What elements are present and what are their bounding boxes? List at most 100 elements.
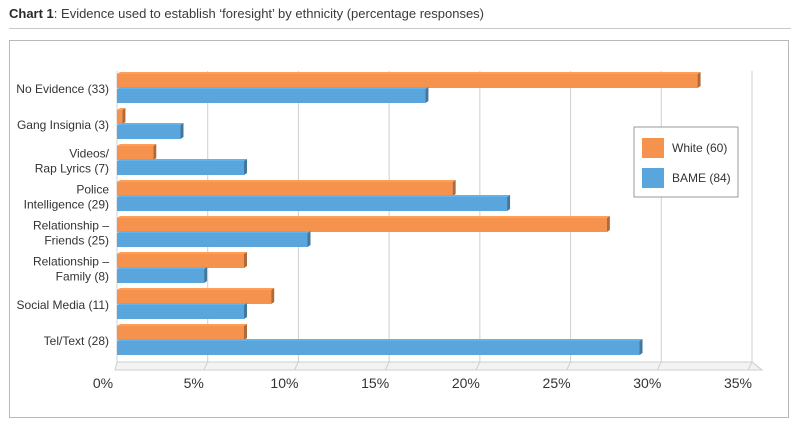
floor-line-25: [566, 361, 572, 371]
floor-line-20: [475, 361, 481, 371]
category-label: Tel/Text (28): [44, 334, 109, 348]
chart-floor: [114, 361, 764, 371]
bar-white-top: [117, 108, 126, 110]
chart-frame: [9, 40, 789, 418]
bar-bame-face: [117, 305, 244, 319]
legend-label-white: White (60): [672, 141, 727, 155]
bar-bame-side: [244, 303, 247, 319]
floor-line-35: [747, 361, 753, 371]
bar-white-side: [244, 324, 247, 340]
x-tick-label: 10%: [270, 375, 298, 391]
bar-bame: [117, 87, 429, 103]
bar-white: [117, 216, 610, 232]
bar-bame: [117, 123, 184, 139]
bar-white-side: [606, 216, 610, 232]
bar-white-face: [117, 74, 698, 88]
bar-white-side: [697, 72, 701, 88]
bar-white-top: [117, 216, 610, 218]
x-tick-label: 15%: [361, 375, 389, 391]
legend-swatch-bame: [642, 168, 664, 188]
title-divider: [9, 28, 791, 29]
bar-bame-top: [117, 231, 311, 233]
bar-white-face: [117, 182, 453, 196]
x-tick-label: 20%: [452, 375, 480, 391]
category-label: Relationship –: [33, 219, 109, 233]
chart-title-text: : Evidence used to establish ‘foresight’…: [53, 6, 484, 21]
bar-white: [117, 324, 247, 340]
floor-line-30: [656, 361, 662, 371]
legend: White (60) BAME (84): [633, 126, 739, 198]
back-wall-edge: [751, 71, 763, 371]
bar-white-face: [117, 146, 154, 160]
bar-bame-side: [639, 339, 643, 355]
x-tick-label: 25%: [543, 375, 571, 391]
bar-bame-side: [204, 267, 208, 283]
category-label: Social Media (11): [17, 298, 109, 312]
category-label: Police: [76, 183, 109, 197]
bar-bame-side: [180, 123, 184, 139]
bar-bame-top: [117, 159, 247, 161]
x-tick-label: 0%: [93, 375, 113, 391]
bar-bame-face: [117, 89, 426, 103]
bar-white-top: [117, 252, 247, 254]
legend-label-bame: BAME (84): [672, 171, 731, 185]
bar-bame: [117, 339, 643, 355]
bar-white: [117, 144, 157, 160]
bar-bame: [117, 195, 511, 211]
bar-bame-top: [117, 339, 643, 341]
bar-white-top: [117, 72, 701, 74]
bar-white-face: [117, 290, 272, 304]
bar-bame-side: [307, 231, 311, 247]
bar-bame-top: [117, 303, 247, 305]
bar-bame-top: [117, 195, 511, 197]
bar-bame: [117, 231, 311, 247]
chart-title: Chart 1: Evidence used to establish ‘for…: [9, 6, 484, 21]
bar-white-top: [117, 180, 456, 182]
bar-bame-top: [117, 267, 208, 269]
bar-white-face: [117, 218, 607, 232]
category-label: Relationship –: [33, 255, 109, 269]
chart-title-bold: Chart 1: [9, 6, 54, 21]
bar-white: [117, 288, 275, 304]
bar-bame: [117, 159, 247, 175]
bar-bame-face: [117, 161, 244, 175]
floor-line-15: [384, 361, 390, 371]
bar-white-top: [117, 324, 247, 326]
bar-white: [117, 180, 456, 196]
bar-bame-side: [244, 159, 247, 175]
category-label: Family (8): [56, 270, 109, 284]
category-label: Rap Lyrics (7): [35, 162, 109, 176]
bar-bame-top: [117, 123, 184, 125]
bar-white: [117, 108, 126, 124]
bar-bame-face: [117, 341, 640, 355]
x-tick-label: 35%: [724, 375, 752, 391]
bar-bame-top: [117, 87, 429, 89]
bar-bame: [117, 267, 208, 283]
bar-bame-face: [117, 233, 308, 247]
bar-bame: [117, 303, 247, 319]
x-tick-label: 5%: [184, 375, 204, 391]
bar-white-top: [117, 144, 157, 146]
bar-white-side: [122, 108, 126, 124]
x-tick-label: 30%: [633, 375, 661, 391]
bar-white-face: [117, 110, 123, 124]
floor-line-10: [293, 361, 299, 371]
bar-white-face: [117, 326, 244, 340]
category-label: Gang Insignia (3): [17, 118, 109, 132]
category-label: Intelligence (29): [24, 198, 109, 212]
bar-bame-face: [117, 125, 181, 139]
bar-bame-side: [507, 195, 511, 211]
category-label: Friends (25): [44, 234, 109, 248]
bar-white-top: [117, 288, 275, 290]
legend-swatch-white: [642, 138, 664, 158]
bar-white-side: [244, 252, 247, 268]
bar-bame-face: [117, 197, 508, 211]
bar-white-side: [153, 144, 157, 160]
bar-white-side: [271, 288, 275, 304]
floor-line-5: [203, 361, 209, 371]
category-label: Videos/: [69, 147, 109, 161]
bar-white: [117, 72, 701, 88]
category-label: No Evidence (33): [16, 82, 109, 96]
bar-bame-side: [425, 87, 429, 103]
